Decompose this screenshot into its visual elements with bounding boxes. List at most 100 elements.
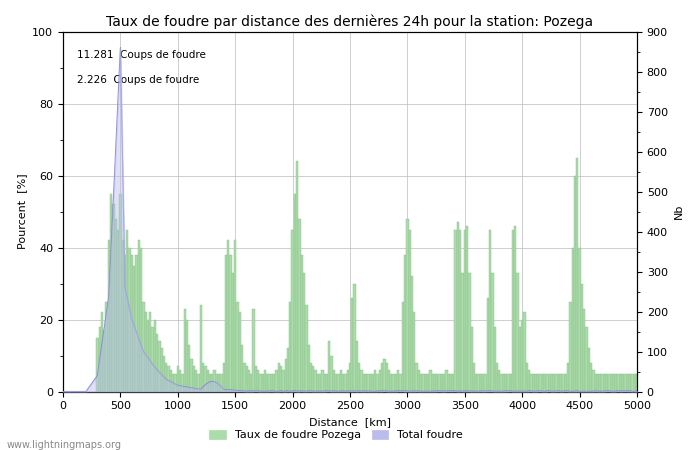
Bar xyxy=(342,374,344,392)
Bar xyxy=(323,374,326,392)
Bar xyxy=(124,255,126,392)
Bar xyxy=(608,374,610,392)
Bar xyxy=(496,363,498,392)
Bar xyxy=(567,363,569,392)
Bar xyxy=(484,374,486,392)
Bar xyxy=(368,374,370,392)
Bar xyxy=(303,273,305,392)
Bar xyxy=(544,374,546,392)
Bar xyxy=(379,370,381,392)
Bar xyxy=(305,305,307,392)
Bar xyxy=(482,374,484,392)
Bar xyxy=(253,309,255,392)
Bar xyxy=(370,374,372,392)
Bar xyxy=(275,370,278,392)
Bar xyxy=(172,374,174,392)
Bar xyxy=(246,366,248,392)
Bar xyxy=(500,374,503,392)
Bar xyxy=(99,327,101,392)
Bar xyxy=(294,194,296,392)
Bar xyxy=(415,363,418,392)
Bar xyxy=(491,273,494,392)
Bar xyxy=(273,374,275,392)
Bar xyxy=(269,374,271,392)
Bar xyxy=(475,374,477,392)
Bar xyxy=(193,366,195,392)
Bar xyxy=(328,341,330,392)
Bar xyxy=(457,222,459,392)
Bar xyxy=(404,255,406,392)
Bar xyxy=(167,366,170,392)
Bar xyxy=(264,370,266,392)
Bar xyxy=(232,273,234,392)
Text: 2.226  Coups de foudre: 2.226 Coups de foudre xyxy=(77,75,200,85)
Bar xyxy=(443,374,445,392)
Bar xyxy=(188,345,190,392)
Bar xyxy=(508,374,510,392)
Bar xyxy=(174,374,176,392)
Bar xyxy=(199,305,202,392)
Bar xyxy=(393,374,395,392)
Bar xyxy=(241,345,243,392)
Bar xyxy=(310,363,312,392)
Bar xyxy=(425,374,427,392)
Bar xyxy=(562,374,565,392)
Bar xyxy=(291,230,294,392)
Bar xyxy=(617,374,620,392)
Bar xyxy=(349,363,351,392)
Bar xyxy=(209,374,211,392)
Bar xyxy=(113,204,115,392)
Bar xyxy=(356,341,358,392)
Bar xyxy=(590,363,592,392)
Bar xyxy=(542,374,544,392)
Bar xyxy=(151,327,154,392)
Bar xyxy=(438,374,441,392)
Bar xyxy=(126,230,128,392)
Bar xyxy=(365,374,368,392)
Bar xyxy=(257,370,259,392)
Bar xyxy=(530,374,533,392)
Bar xyxy=(629,374,631,392)
Bar xyxy=(280,366,282,392)
Bar xyxy=(262,374,264,392)
Bar xyxy=(498,370,500,392)
Bar xyxy=(434,374,436,392)
Bar xyxy=(606,374,608,392)
Bar xyxy=(420,374,422,392)
X-axis label: Distance  [km]: Distance [km] xyxy=(309,417,391,427)
Bar xyxy=(360,370,363,392)
Bar xyxy=(517,273,519,392)
Bar xyxy=(228,240,230,392)
Bar xyxy=(296,161,298,392)
Bar xyxy=(220,374,223,392)
Bar xyxy=(271,374,273,392)
Bar xyxy=(316,374,319,392)
Bar xyxy=(165,363,167,392)
Bar xyxy=(528,370,530,392)
Bar xyxy=(477,374,480,392)
Y-axis label: Nb: Nb xyxy=(673,204,683,219)
Text: www.lightningmaps.org: www.lightningmaps.org xyxy=(7,440,122,450)
Bar xyxy=(400,374,402,392)
Bar xyxy=(533,374,535,392)
Bar xyxy=(106,302,108,392)
Bar xyxy=(397,370,400,392)
Bar xyxy=(103,330,106,392)
Bar xyxy=(156,334,158,392)
Bar xyxy=(558,374,560,392)
Bar xyxy=(447,374,450,392)
Bar xyxy=(429,370,431,392)
Bar xyxy=(223,363,225,392)
Bar xyxy=(631,374,634,392)
Bar xyxy=(610,374,613,392)
Bar xyxy=(613,374,615,392)
Bar xyxy=(592,370,594,392)
Bar xyxy=(597,374,599,392)
Bar xyxy=(326,374,328,392)
Bar xyxy=(615,374,617,392)
Bar xyxy=(282,370,285,392)
Bar xyxy=(503,374,505,392)
Bar xyxy=(427,374,429,392)
Bar xyxy=(211,374,214,392)
Bar xyxy=(237,302,239,392)
